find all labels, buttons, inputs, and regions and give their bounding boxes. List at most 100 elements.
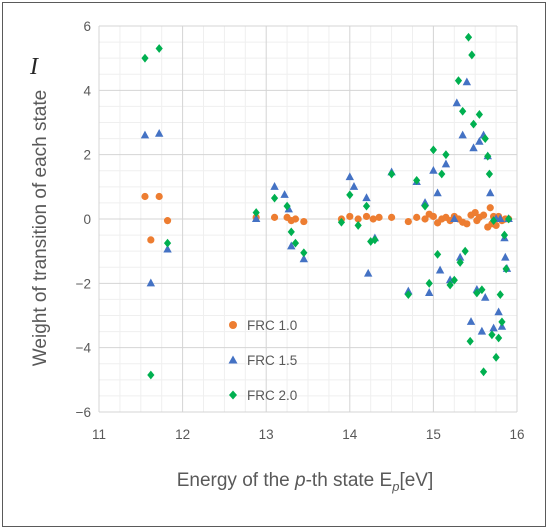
data-point-triangle [477, 326, 487, 335]
y-tick-label: −4 [76, 341, 92, 356]
legend-marker-triangle [228, 355, 238, 364]
data-point-diamond [492, 352, 500, 362]
y-tick-label: 6 [83, 19, 91, 34]
data-point-diamond [283, 201, 291, 211]
data-point-triangle [362, 193, 371, 202]
legend-label: FRC 1.0 [247, 318, 297, 333]
data-point-triangle [441, 159, 451, 168]
data-point-diamond [461, 246, 469, 256]
data-point-triangle [163, 244, 172, 253]
data-point-diamond [502, 264, 510, 274]
data-point-diamond [446, 280, 454, 290]
data-point-diamond [500, 230, 509, 240]
data-point-diamond [485, 169, 494, 179]
data-point-circle [486, 204, 494, 212]
data-point-diamond [459, 106, 467, 116]
data-point-circle [388, 213, 396, 221]
data-point-diamond [388, 169, 396, 179]
x-tick-label: 14 [342, 427, 358, 442]
legend-entry-frc-1-5: FRC 1.5 [228, 353, 297, 368]
data-point-diamond [484, 151, 492, 161]
series-frc-1-5 [140, 77, 513, 335]
data-point-triangle [455, 252, 465, 261]
data-point-circle [300, 217, 308, 226]
data-point-diamond [475, 110, 483, 119]
series-frc-1-0 [141, 192, 513, 244]
tick-labels: 11 12 13 14 15 16 −6 −4 −2 0 2 4 6 [76, 19, 525, 442]
data-point-circle [346, 212, 354, 221]
data-point-circle [429, 212, 437, 221]
x-tick-label: 11 [92, 427, 106, 442]
data-point-diamond [346, 190, 354, 200]
x-tick-label: 16 [509, 427, 524, 442]
figure-frame [2, 2, 546, 527]
data-point-diamond [141, 53, 149, 63]
data-point-triangle [452, 98, 462, 107]
data-point-diamond [429, 145, 437, 155]
y-tick-label: 2 [83, 148, 91, 163]
data-point-triangle [363, 268, 373, 277]
data-point-triangle [251, 214, 261, 222]
data-point-diamond [287, 227, 295, 237]
data-point-circle [141, 192, 149, 201]
legend-marker-diamond [229, 390, 237, 400]
data-point-circle [375, 213, 383, 221]
data-point-triangle [146, 278, 156, 287]
data-point-circle [413, 213, 421, 221]
x-tick-label: 15 [426, 427, 441, 442]
data-point-triangle [425, 288, 434, 296]
data-point-triangle [462, 77, 472, 86]
data-point-triangle [270, 182, 279, 190]
data-point-triangle [287, 241, 296, 250]
data-point-diamond [450, 275, 458, 285]
y-axis-symbol: I [29, 54, 39, 80]
data-point-diamond [464, 32, 473, 42]
data-point-diamond [496, 290, 504, 299]
data-point-triangle [469, 143, 478, 152]
x-axis-title: Energy of the p-th state Ep[eV] [177, 470, 434, 494]
legend-marker-circle [229, 321, 237, 329]
data-point-diamond [438, 169, 446, 179]
data-point-triangle [280, 190, 289, 198]
data-point-circle [362, 212, 371, 221]
data-point-diamond [454, 76, 463, 86]
data-point-diamond [337, 217, 346, 227]
data-point-diamond [473, 288, 481, 298]
y-tick-label: −6 [76, 405, 91, 420]
legend-entry-frc-2-0: FRC 2.0 [229, 388, 297, 403]
data-point-diamond [456, 258, 464, 267]
data-point-diamond [371, 235, 379, 245]
data-point-diamond [489, 216, 498, 226]
data-point-triangle [494, 307, 503, 316]
data-point-circle [354, 215, 362, 223]
data-point-diamond [469, 119, 478, 129]
data-point-triangle [466, 317, 476, 325]
data-point-diamond [481, 134, 489, 143]
data-point-circle [155, 192, 163, 201]
data-point-triangle [433, 188, 442, 197]
data-point-diamond [433, 249, 442, 259]
data-point-circle [471, 208, 479, 217]
data-point-diamond [155, 44, 163, 53]
data-point-triangle [450, 214, 459, 222]
data-point-diamond [163, 238, 172, 248]
data-point-diamond [252, 208, 260, 217]
data-point-triangle [501, 252, 510, 261]
data-point-diamond [300, 248, 308, 258]
series-frc-2-0 [141, 32, 513, 380]
data-point-triangle [345, 172, 354, 181]
data-point-triangle [458, 130, 467, 139]
data-point-diamond [413, 176, 421, 185]
data-point-diamond [505, 214, 513, 224]
data-point-diamond [495, 333, 503, 343]
data-point-diamond [421, 201, 429, 211]
data-point-circle [479, 211, 488, 219]
data-point-triangle [140, 130, 150, 139]
data-point-triangle [475, 137, 484, 145]
data-point-triangle [496, 214, 505, 222]
data-point-circle [463, 220, 471, 228]
data-point-diamond [425, 278, 433, 288]
y-tick-label: −2 [76, 276, 91, 291]
data-point-circle [421, 215, 429, 223]
